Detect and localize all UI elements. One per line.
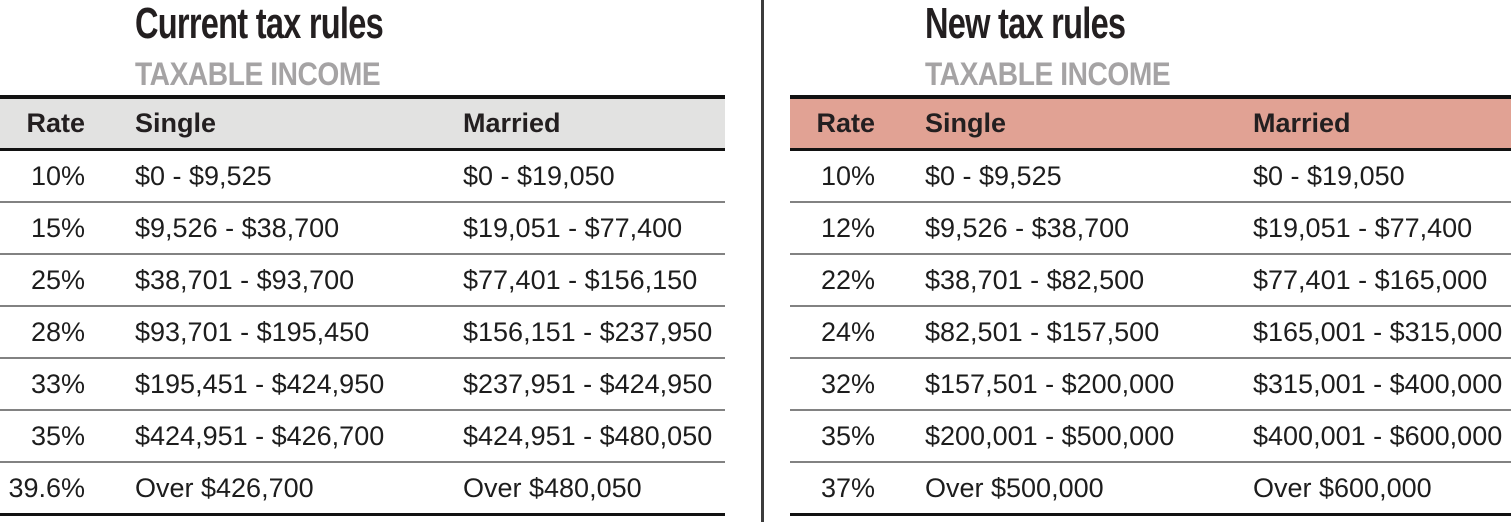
table-row: 28% $93,701 - $195,450 $156,151 - $237,950 (0, 306, 725, 359)
married-range-cell: Over $600,000 (1253, 462, 1511, 516)
rate-cell: 28% (0, 306, 90, 359)
table-row: 39.6% Over $426,700 Over $480,050 (0, 462, 725, 516)
table-row: 33% $195,451 - $424,950 $237,951 - $424,95… (0, 358, 725, 411)
table-row: 35% $424,951 - $426,700 $424,951 - $480,05… (0, 410, 725, 463)
table-row: 35% $200,001 - $500,000 $400,001 - $600,00… (790, 410, 1511, 463)
rate-cell: 39.6% (0, 462, 90, 516)
current-panel-subtitle: TAXABLE INCOME (135, 56, 381, 92)
current-panel-header: Current tax rules TAXABLE INCOME (135, 0, 725, 92)
current-tax-table: Rate Single Married 10% $0 - $9,525 $0 - $… (0, 95, 725, 516)
column-header-married: Married (1253, 95, 1511, 151)
current-panel-title: Current tax rules (135, 0, 384, 48)
table-row: 37% Over $500,000 Over $600,000 (790, 462, 1511, 516)
rate-cell: 10% (0, 149, 90, 203)
rate-cell: 35% (0, 410, 90, 463)
table-row: 10% $0 - $9,525 $0 - $19,050 (790, 149, 1511, 203)
married-range-cell: Over $480,050 (463, 462, 725, 516)
rate-cell: 22% (790, 254, 880, 307)
rate-cell: 35% (790, 410, 880, 463)
new-panel-subtitle: TAXABLE INCOME (925, 56, 1171, 92)
current-tax-rules-panel: Current tax rules TAXABLE INCOME Rate Si… (0, 0, 725, 516)
rate-cell: 25% (0, 254, 90, 307)
new-tax-rules-panel: New tax rules TAXABLE INCOME Rate Single… (790, 0, 1511, 516)
table-row: 22% $38,701 - $82,500 $77,401 - $165,000 (790, 254, 1511, 307)
table-row: 12% $9,526 - $38,700 $19,051 - $77,400 (790, 202, 1511, 255)
single-range-cell: $424,951 - $426,700 (90, 410, 463, 463)
single-range-cell: Over $426,700 (90, 462, 463, 516)
column-header-single: Single (90, 95, 463, 151)
married-range-cell: $315,001 - $400,000 (1253, 358, 1511, 411)
column-header-single: Single (880, 95, 1253, 151)
married-range-cell: $0 - $19,050 (1253, 149, 1511, 203)
single-range-cell: $93,701 - $195,450 (90, 306, 463, 359)
married-range-cell: $0 - $19,050 (463, 149, 725, 203)
rate-cell: 12% (790, 202, 880, 255)
single-range-cell: $9,526 - $38,700 (90, 202, 463, 255)
table-row: 24% $82,501 - $157,500 $165,001 - $315,000 (790, 306, 1511, 359)
rate-cell: 37% (790, 462, 880, 516)
married-range-cell: $237,951 - $424,950 (463, 358, 725, 411)
column-header-married: Married (463, 95, 725, 151)
table-row: 25% $38,701 - $93,700 $77,401 - $156,150 (0, 254, 725, 307)
new-panel-title: New tax rules (925, 0, 1126, 48)
married-range-cell: $424,951 - $480,050 (463, 410, 725, 463)
single-range-cell: $195,451 - $424,950 (90, 358, 463, 411)
column-header-rate: Rate (0, 95, 90, 151)
panel-divider-rule (761, 0, 764, 522)
married-range-cell: $77,401 - $156,150 (463, 254, 725, 307)
single-range-cell: $38,701 - $93,700 (90, 254, 463, 307)
single-range-cell: $9,526 - $38,700 (880, 202, 1253, 255)
single-range-cell: $82,501 - $157,500 (880, 306, 1253, 359)
table-row: 15% $9,526 - $38,700 $19,051 - $77,400 (0, 202, 725, 255)
new-tax-table: Rate Single Married 10% $0 - $9,525 $0 - $… (790, 95, 1511, 516)
married-range-cell: $165,001 - $315,000 (1253, 306, 1511, 359)
table-row: 10% $0 - $9,525 $0 - $19,050 (0, 149, 725, 203)
single-range-cell: $38,701 - $82,500 (880, 254, 1253, 307)
married-range-cell: $19,051 - $77,400 (1253, 202, 1511, 255)
column-header-rate: Rate (790, 95, 880, 151)
new-table-header-row: Rate Single Married (790, 95, 1511, 151)
rate-cell: 15% (0, 202, 90, 255)
rate-cell: 10% (790, 149, 880, 203)
single-range-cell: $157,501 - $200,000 (880, 358, 1253, 411)
married-range-cell: $77,401 - $165,000 (1253, 254, 1511, 307)
current-table-header-row: Rate Single Married (0, 95, 725, 151)
table-row: 32% $157,501 - $200,000 $315,001 - $400,00… (790, 358, 1511, 411)
married-range-cell: $400,001 - $600,000 (1253, 410, 1511, 463)
married-range-cell: $19,051 - $77,400 (463, 202, 725, 255)
rate-cell: 24% (790, 306, 880, 359)
single-range-cell: Over $500,000 (880, 462, 1253, 516)
single-range-cell: $0 - $9,525 (90, 149, 463, 203)
new-panel-header: New tax rules TAXABLE INCOME (925, 0, 1511, 92)
married-range-cell: $156,151 - $237,950 (463, 306, 725, 359)
single-range-cell: $200,001 - $500,000 (880, 410, 1253, 463)
rate-cell: 32% (790, 358, 880, 411)
single-range-cell: $0 - $9,525 (880, 149, 1253, 203)
rate-cell: 33% (0, 358, 90, 411)
